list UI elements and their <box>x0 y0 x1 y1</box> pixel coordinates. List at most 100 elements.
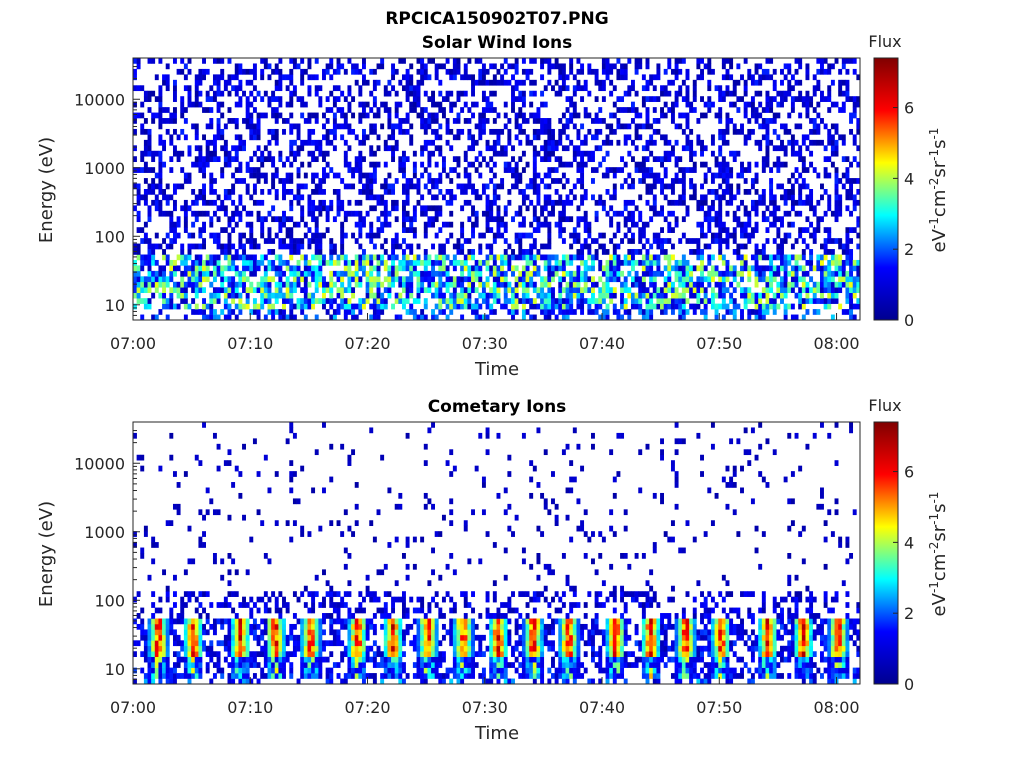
heatmap-cell <box>282 189 286 195</box>
heatmap-cell <box>823 249 828 255</box>
heatmap-cell <box>630 178 635 184</box>
heatmap-cell <box>245 287 250 294</box>
heatmap-cell <box>569 298 574 304</box>
heatmap-cell <box>147 167 152 173</box>
heatmap-cell <box>162 569 167 576</box>
heatmap-cell <box>147 128 152 135</box>
heatmap-cell <box>140 553 145 559</box>
heatmap-cell <box>238 303 243 310</box>
heatmap-cell <box>485 199 490 206</box>
heatmap-cell <box>769 276 774 283</box>
heatmap-cell <box>692 107 697 113</box>
heatmap-cell <box>271 276 276 283</box>
heatmap-cell <box>143 178 148 184</box>
heatmap-cell <box>252 243 257 250</box>
heatmap-cell <box>238 309 243 315</box>
heatmap-cell <box>572 107 577 113</box>
heatmap-cell <box>812 298 817 304</box>
heatmap-cell <box>761 303 766 310</box>
heatmap-cell <box>187 591 192 597</box>
heatmap-cell <box>162 74 167 81</box>
heatmap-cell <box>670 183 675 190</box>
heatmap-cell <box>289 243 294 250</box>
heatmap-cell <box>649 243 654 250</box>
heatmap-cell <box>140 259 145 266</box>
heatmap-cell <box>532 270 537 277</box>
heatmap-cell <box>398 118 403 124</box>
heatmap-cell <box>383 85 388 92</box>
heatmap-cell <box>369 238 374 244</box>
heatmap-cell <box>369 161 374 168</box>
heatmap-cell <box>558 216 563 223</box>
heatmap-cell <box>209 96 214 102</box>
heatmap-cell <box>718 85 723 92</box>
heatmap-cell <box>314 254 319 261</box>
heatmap-cell <box>383 210 388 217</box>
heatmap-cell <box>801 96 806 102</box>
heatmap-cell <box>612 194 617 201</box>
heatmap-cell <box>405 292 410 299</box>
heatmap-cell <box>143 673 148 679</box>
heatmap-cell <box>223 205 228 212</box>
heatmap-cell <box>307 265 312 272</box>
heatmap-cell <box>703 216 708 223</box>
heatmap-cell <box>245 161 250 168</box>
heatmap-cell <box>514 178 519 184</box>
heatmap-cell <box>278 68 283 75</box>
heatmap-cell <box>743 259 748 266</box>
heatmap-cell <box>692 79 697 86</box>
heatmap-cell <box>401 265 406 272</box>
heatmap-cell <box>158 243 163 250</box>
heatmap-cell <box>172 265 177 272</box>
heatmap-cell <box>434 134 439 141</box>
heatmap-cell <box>587 156 592 163</box>
heatmap-cell <box>409 259 414 266</box>
heatmap-cell <box>525 68 530 75</box>
heatmap-cell <box>183 673 188 679</box>
heatmap-cell <box>500 183 505 190</box>
heatmap-cell <box>365 178 370 184</box>
heatmap-cell <box>481 232 486 239</box>
heatmap-cell <box>732 238 737 244</box>
heatmap-cell <box>547 298 552 304</box>
heatmap-cell <box>452 118 457 124</box>
heatmap-cell <box>223 265 228 272</box>
heatmap-cell <box>176 265 181 272</box>
heatmap-cell <box>569 139 574 146</box>
heatmap-cell <box>467 183 472 190</box>
heatmap-cell <box>681 199 686 206</box>
heatmap-cell <box>205 254 210 261</box>
heatmap-cells-cometary <box>133 422 861 685</box>
heatmap-cell <box>685 139 690 146</box>
heatmap-cell <box>569 161 574 168</box>
heatmap-cell <box>198 227 203 233</box>
heatmap-cell <box>663 167 668 173</box>
heatmap-cell <box>670 118 675 124</box>
heatmap-cell <box>729 172 734 179</box>
heatmap-cell <box>194 281 199 288</box>
heatmap-cell <box>249 101 254 108</box>
heatmap-cell <box>209 85 214 92</box>
heatmap-cell <box>532 79 537 86</box>
heatmap-cell <box>572 254 577 261</box>
heatmap-cell <box>478 232 483 239</box>
heatmap-cell <box>710 265 715 272</box>
heatmap-cell <box>391 134 396 141</box>
heatmap-cell <box>601 96 606 102</box>
heatmap-cell <box>532 243 537 250</box>
heatmap-cell <box>732 101 737 108</box>
heatmap-cell <box>420 161 425 168</box>
heatmap-cell <box>296 123 301 130</box>
heatmap-cell <box>718 287 723 294</box>
heatmap-cell <box>158 634 163 641</box>
heatmap-cell <box>198 101 203 108</box>
heatmap-cell <box>750 107 755 113</box>
heatmap-cell <box>765 238 770 244</box>
heatmap-cell <box>783 74 788 81</box>
heatmap-cell <box>212 139 217 146</box>
heatmap-cell <box>681 183 686 190</box>
heatmap-cell <box>678 58 683 64</box>
heatmap-cell <box>238 292 243 299</box>
heatmap-cell <box>234 303 239 310</box>
heatmap-cell <box>750 96 755 102</box>
